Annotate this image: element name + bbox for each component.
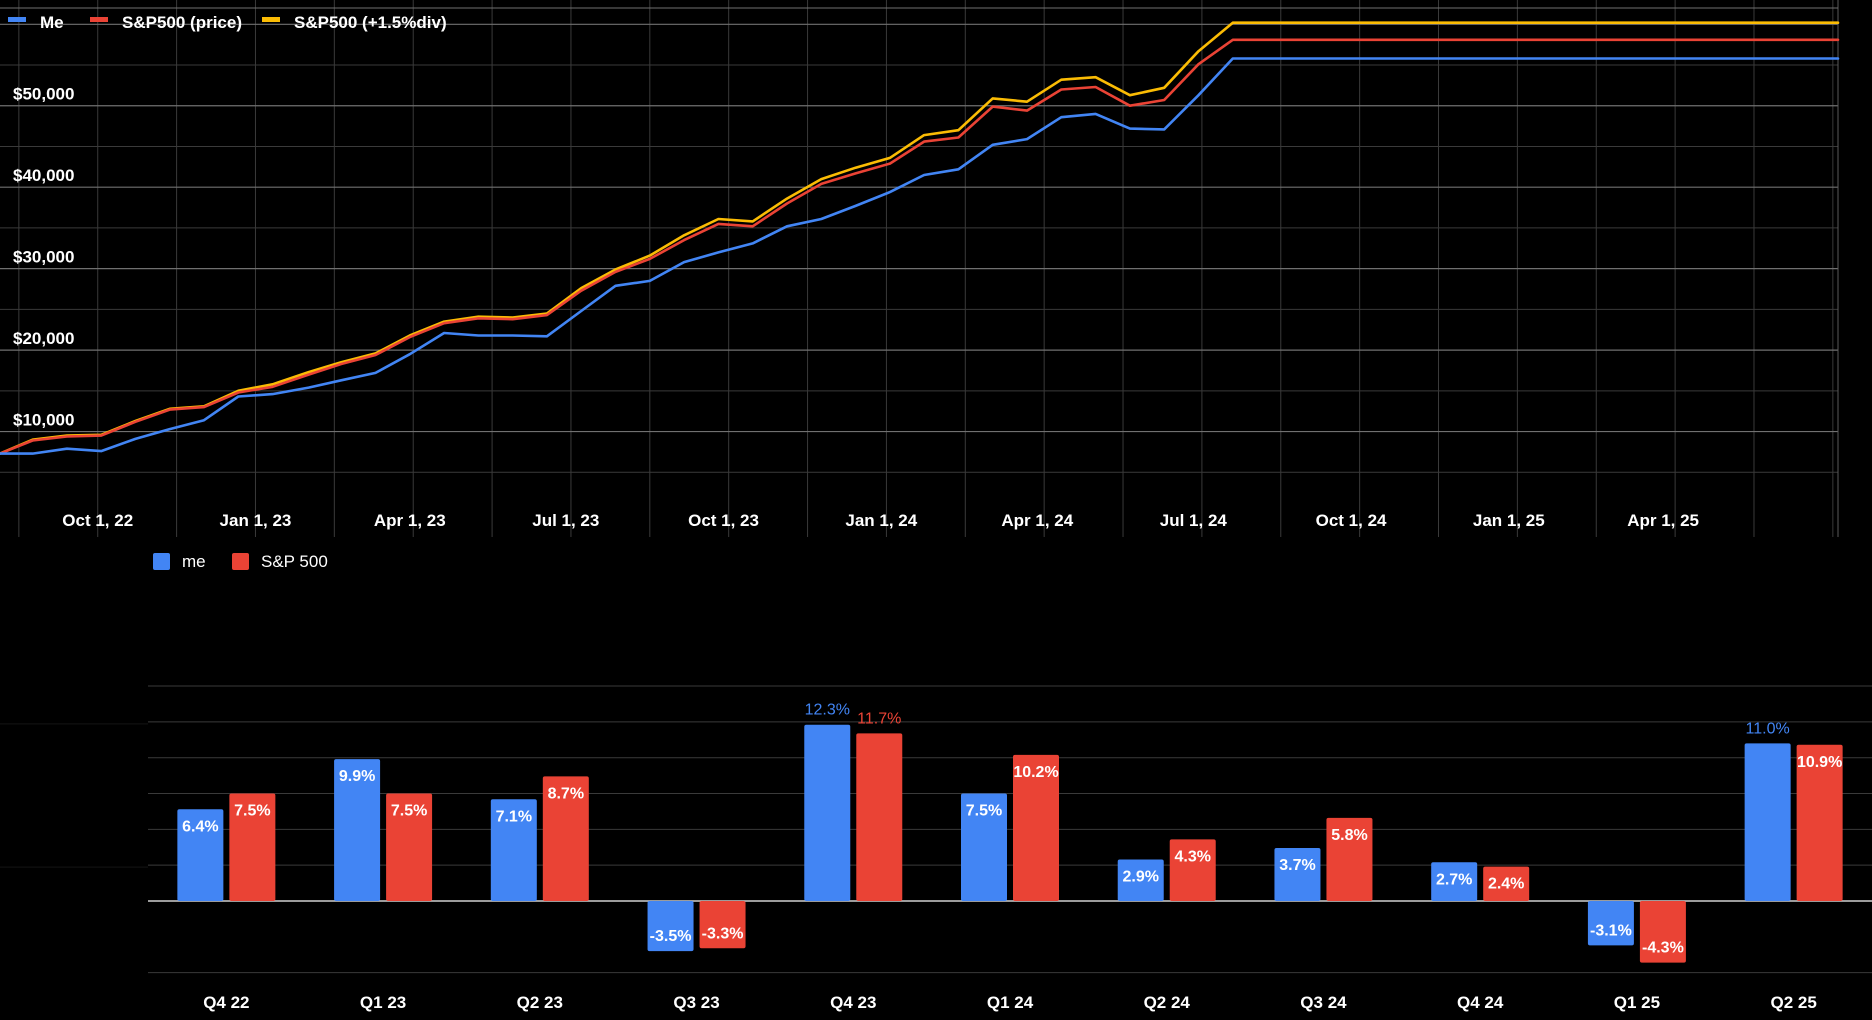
data-label-s-p-500-q1-24: 10.2% — [1013, 764, 1058, 781]
bar-s-p-500-q2-25 — [1796, 744, 1843, 901]
bar-me-q1-23 — [334, 759, 381, 901]
bar-s-p-500-q3-24 — [1326, 817, 1373, 901]
line-chart-series — [0, 21, 1840, 455]
data-label-s-p-500-q1-25: -4.3% — [1642, 940, 1684, 957]
bar-chart-background — [0, 537, 1872, 1020]
line-chart-y-tick-label: $40,000 — [13, 166, 74, 185]
bar-s-p-500-q3-23 — [699, 901, 746, 949]
bar-chart-x-tick-label: Q3 24 — [1300, 993, 1347, 1012]
line-chart-y-tick-label: $10,000 — [13, 411, 74, 430]
line-chart-x-tick-label: Jan 1, 24 — [845, 511, 917, 530]
data-label-s-p-500-q2-23: 8.7% — [548, 785, 584, 802]
series-line-me — [0, 57, 1840, 455]
line-chart-x-tick-label: Oct 1, 24 — [1316, 511, 1387, 530]
legend-label-s-p500-price[interactable]: S&P500 (price) — [122, 13, 242, 32]
line-chart-x-tick-label: Apr 1, 23 — [374, 511, 446, 530]
line-chart-x-tick-label: Jul 1, 24 — [1160, 511, 1228, 530]
data-label-me-q1-25: -3.1% — [1590, 922, 1632, 939]
line-chart-y-tick-label: $20,000 — [13, 329, 74, 348]
bar-chart-x-tick-label: Q4 23 — [830, 993, 876, 1012]
legend-swatch-s-p500-1-5-div — [262, 17, 280, 22]
bar-me-q3-23 — [647, 901, 694, 952]
line-chart-gridlines — [0, 0, 1839, 537]
data-label-me-q4-24: 2.7% — [1436, 871, 1472, 888]
bar-chart-x-tick-label: Q1 24 — [987, 993, 1034, 1012]
bar-s-p-500-q4-22 — [229, 793, 276, 901]
bar-s-p-500-q2-24 — [1169, 839, 1216, 901]
line-chart-y-tick-label: $50,000 — [13, 85, 74, 104]
bar-chart-legend[interactable]: me S&P 500 — [153, 552, 328, 571]
data-label-s-p-500-q2-24: 4.3% — [1174, 848, 1210, 865]
legend-swatch-me — [153, 553, 170, 570]
data-label-me-q1-23: 9.9% — [339, 768, 375, 785]
data-label-me-q1-24: 7.5% — [966, 803, 1002, 820]
portfolio-growth-line-chart: $10,000 $20,000 $30,000 $40,000 $50,000 Oct … — [0, 0, 1840, 537]
data-label-s-p-500-q3-24: 5.8% — [1331, 827, 1367, 844]
data-label-s-p-500-q1-23: 7.5% — [391, 803, 427, 820]
bar-me-q4-23 — [804, 724, 851, 901]
bar-chart-x-tick-label: Q2 25 — [1770, 993, 1816, 1012]
bar-me-q2-24 — [1117, 859, 1164, 901]
bar-chart-gridlines — [0, 685, 1872, 974]
bar-me-q1-24 — [961, 793, 1007, 901]
line-chart-y-tick-label: $30,000 — [13, 248, 74, 267]
bar-me-q2-25 — [1744, 743, 1791, 901]
bar-me-q4-22 — [177, 809, 224, 901]
bar-chart-x-tick-label: Q1 25 — [1614, 993, 1660, 1012]
bar-chart-x-tick-label: Q2 23 — [517, 993, 563, 1012]
bar-chart-data-labels: 6.4% 7.5% 9.9% 7.5% 7.1% 8.7% -3.5% -3.3% 12.3% 1… — [182, 702, 1842, 957]
legend-swatch-me — [8, 17, 26, 22]
bar-chart-x-tick-label: Q4 24 — [1457, 993, 1504, 1012]
legend-label-s-p500-1-5-div[interactable]: S&P500 (+1.5%div) — [294, 13, 447, 32]
bar-me-q3-24 — [1274, 847, 1321, 901]
bar-s-p-500-q1-24 — [1013, 754, 1059, 901]
bar-s-p-500-q2-23 — [542, 776, 589, 901]
legend-label-me[interactable]: me — [182, 552, 206, 571]
bar-chart-bars — [177, 724, 1843, 963]
line-chart-x-tick-label: Jul 1, 23 — [532, 511, 599, 530]
data-label-me-q2-24: 2.9% — [1122, 868, 1158, 885]
line-chart-y-ticks: $10,000 $20,000 $30,000 $40,000 $50,000 — [13, 85, 74, 430]
data-label-me-q3-23: -3.5% — [650, 928, 692, 945]
data-label-me-q4-23: 12.3% — [805, 702, 850, 719]
quarterly-returns-bar-chart: 6.4% 7.5% 9.9% 7.5% 7.1% 8.7% -3.5% -3.3% 12.3% 1… — [0, 537, 1872, 1020]
data-label-s-p-500-q3-23: -3.3% — [702, 925, 744, 942]
bar-chart-x-ticks: Q4 22 Q1 23 Q2 23 Q3 23 Q4 23 Q1 24 Q2 24 Q3 24… — [203, 993, 1817, 1012]
bar-s-p-500-q4-23 — [856, 733, 903, 901]
bar-chart-x-tick-label: Q2 24 — [1144, 993, 1191, 1012]
line-chart-x-tick-label: Jan 1, 23 — [220, 511, 292, 530]
line-chart-x-tick-label: Apr 1, 24 — [1001, 511, 1073, 530]
data-label-s-p-500-q4-23: 11.7% — [857, 710, 901, 727]
legend-label-me[interactable]: Me — [40, 13, 64, 32]
line-chart-x-tick-label: Oct 1, 23 — [688, 511, 759, 530]
line-chart-legend[interactable]: Me S&P500 (price) S&P500 (+1.5%div) — [8, 13, 447, 32]
bar-me-q2-23 — [490, 799, 537, 901]
bar-s-p-500-q1-23 — [386, 793, 433, 901]
line-chart-x-tick-label: Oct 1, 22 — [62, 511, 133, 530]
bar-chart-x-tick-label: Q4 22 — [203, 993, 249, 1012]
bar-chart-x-tick-label: Q3 23 — [673, 993, 719, 1012]
legend-label-s-p-500[interactable]: S&P 500 — [261, 552, 328, 571]
line-chart-x-tick-label: Jan 1, 25 — [1473, 511, 1545, 530]
legend-swatch-s-p-500 — [232, 553, 249, 570]
data-label-me-q3-24: 3.7% — [1279, 857, 1315, 874]
line-chart-x-tick-label: Apr 1, 25 — [1627, 511, 1699, 530]
data-label-me-q2-25: 11.0% — [1746, 720, 1790, 737]
data-label-s-p-500-q4-22: 7.5% — [234, 803, 270, 820]
bar-s-p-500-q4-24 — [1483, 866, 1530, 901]
bar-me-q1-25 — [1587, 901, 1634, 946]
data-label-s-p-500-q4-24: 2.4% — [1488, 876, 1524, 893]
data-label-me-q4-22: 6.4% — [182, 818, 218, 835]
legend-swatch-s-p500-price — [90, 17, 108, 22]
line-chart-x-ticks: Oct 1, 22 Jan 1, 23 Apr 1, 23 Jul 1, 23 Oct … — [62, 511, 1699, 530]
data-label-s-p-500-q2-25: 10.9% — [1797, 754, 1842, 771]
bar-s-p-500-q1-25 — [1639, 901, 1686, 963]
data-label-me-q2-23: 7.1% — [496, 808, 532, 825]
series-line-s-p500-price — [0, 38, 1840, 455]
bar-chart-x-tick-label: Q1 23 — [360, 993, 406, 1012]
bar-me-q4-24 — [1431, 862, 1478, 901]
series-line-s-p500-1-5-div — [0, 21, 1840, 455]
